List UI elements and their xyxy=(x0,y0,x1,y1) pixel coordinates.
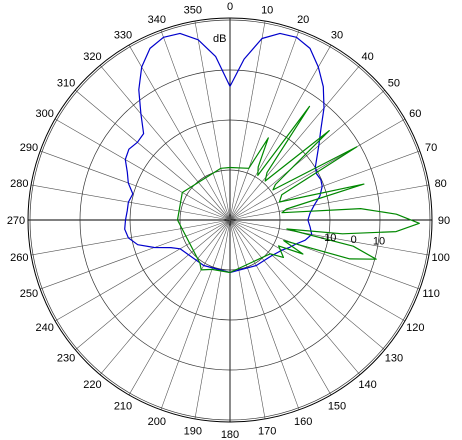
grid-ring xyxy=(29,19,431,421)
grid-spoke xyxy=(229,219,406,322)
series-line-1 xyxy=(176,105,420,274)
grid-spoke xyxy=(229,30,300,221)
grid-ring xyxy=(179,169,281,271)
grid-spoke xyxy=(54,219,231,322)
angle-tick-label: 230 xyxy=(57,353,75,365)
angle-tick-label: 150 xyxy=(328,400,346,412)
angle-tick-label: 180 xyxy=(221,429,239,440)
angular-grid xyxy=(28,18,432,422)
grid-spoke xyxy=(128,219,231,396)
grid-spoke xyxy=(160,219,231,410)
angle-tick-label: 100 xyxy=(432,252,450,264)
angle-tick-label: 270 xyxy=(7,215,25,227)
grid-spoke xyxy=(99,65,231,221)
grid-spoke xyxy=(229,21,266,221)
radial-tick-label: -10 xyxy=(320,232,336,244)
angle-tick-label: 120 xyxy=(406,322,424,334)
unit-label: dB xyxy=(213,33,226,45)
angle-tick-label: 260 xyxy=(10,252,28,264)
grid-spoke xyxy=(75,219,231,351)
angle-tick-label: 300 xyxy=(36,108,54,120)
grid-spoke xyxy=(229,184,429,221)
grid-spoke xyxy=(160,30,231,221)
angle-tick-label: 30 xyxy=(331,30,343,42)
angle-tick-label: 140 xyxy=(358,379,376,391)
angle-tick-label: 280 xyxy=(10,178,28,190)
angle-tick-label: 90 xyxy=(438,215,450,227)
radial-labels: -10 0 10 xyxy=(320,232,385,248)
series-layer xyxy=(124,32,420,274)
angle-tick-label: 70 xyxy=(425,142,437,154)
grid-spoke xyxy=(229,219,266,419)
angle-tick-label: 0 xyxy=(227,1,233,13)
grid-spoke xyxy=(229,219,385,351)
angle-tick-label: 50 xyxy=(388,77,400,89)
angle-tick-label: 350 xyxy=(184,4,202,16)
angle-tick-label: 60 xyxy=(409,108,421,120)
grid-spoke xyxy=(40,219,231,290)
angle-tick-label: 250 xyxy=(20,288,38,300)
angle-tick-label: 310 xyxy=(57,77,75,89)
grid-spoke xyxy=(229,219,332,396)
angle-tick-label: 110 xyxy=(422,288,440,300)
angle-tick-label: 80 xyxy=(435,178,447,190)
angle-tick-label: 240 xyxy=(36,322,54,334)
radial-grid xyxy=(27,17,433,423)
grid-spoke xyxy=(99,219,231,375)
angle-tick-label: 10 xyxy=(261,4,273,16)
grid-spoke xyxy=(229,89,385,221)
grid-ring-outer xyxy=(27,17,433,423)
angle-tick-label: 220 xyxy=(83,379,101,391)
angle-tick-label: 330 xyxy=(114,30,132,42)
grid-spoke xyxy=(229,219,420,290)
angle-tick-label: 210 xyxy=(114,400,132,412)
grid-spoke xyxy=(229,65,361,221)
angle-tick-label: 340 xyxy=(148,14,166,26)
grid-spoke xyxy=(31,219,231,256)
angle-labels: 0 102030405060708090100110120130140150160… xyxy=(7,1,450,440)
angle-tick-label: 320 xyxy=(83,51,101,63)
angle-tick-label: 170 xyxy=(258,426,276,438)
grid-spoke xyxy=(40,150,231,221)
angle-tick-label: 40 xyxy=(361,51,373,63)
radial-tick-label: 0 xyxy=(351,234,357,246)
grid-spoke xyxy=(31,184,231,221)
grid-spoke xyxy=(194,219,231,419)
grid-spoke xyxy=(229,219,300,410)
grid-spoke xyxy=(128,44,231,221)
series-line-0 xyxy=(124,32,325,274)
grid-ring xyxy=(79,69,381,371)
grid-spoke xyxy=(229,219,361,375)
grid-spoke xyxy=(229,118,406,221)
radial-tick-label: 10 xyxy=(373,236,385,248)
angle-tick-label: 130 xyxy=(385,353,403,365)
angle-tick-label: 290 xyxy=(20,142,38,154)
angle-tick-label: 200 xyxy=(148,416,166,428)
angle-tick-label: 20 xyxy=(297,14,309,26)
grid-spoke xyxy=(229,150,420,221)
angle-tick-label: 190 xyxy=(184,426,202,438)
grid-spoke xyxy=(229,219,429,256)
grid-ring xyxy=(129,119,331,321)
angle-tick-label: 160 xyxy=(294,416,312,428)
grid-spoke xyxy=(229,44,332,221)
grid-spoke xyxy=(75,89,231,221)
grid-spoke xyxy=(194,21,231,221)
grid-spoke xyxy=(54,118,231,221)
